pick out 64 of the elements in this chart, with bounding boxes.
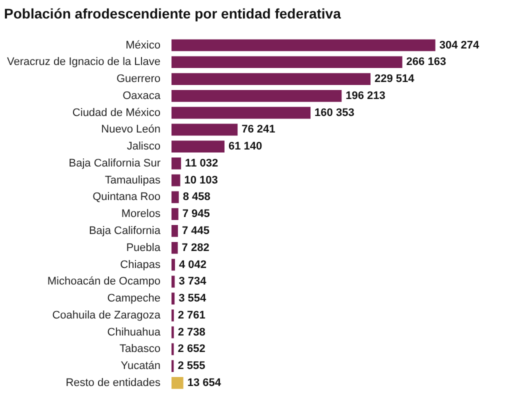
bar (171, 292, 175, 304)
bar (171, 106, 311, 119)
bar (171, 140, 225, 152)
data-label: 10 103 (184, 174, 218, 186)
bar (171, 258, 175, 271)
bar (171, 242, 178, 254)
y-tick-label: Baja California (88, 225, 162, 238)
data-label: 2 555 (178, 360, 206, 372)
y-tick-label: Morelos (121, 208, 161, 220)
bar (171, 39, 436, 52)
data-label: 4 042 (178, 258, 207, 271)
data-label: 229 514 (374, 73, 416, 86)
y-tick-label: Puebla (126, 242, 162, 254)
data-label: 2 761 (178, 309, 206, 322)
data-label: 304 274 (439, 39, 480, 52)
data-label: 13 654 (187, 376, 222, 389)
bar (171, 73, 371, 85)
chart-title: Población afrodescendiente por entidad federativa (4, 5, 342, 22)
data-label: 61 140 (228, 140, 262, 153)
bar (171, 225, 178, 237)
y-tick-label: Guerrero (116, 73, 160, 86)
data-label: 7 945 (182, 208, 210, 220)
bar (171, 208, 178, 220)
y-tick-label: Oaxaca (122, 90, 162, 102)
bar (171, 276, 175, 288)
y-tick-label: Tamaulipas (104, 174, 161, 186)
bar (171, 360, 174, 372)
data-label: 8 458 (182, 191, 210, 204)
data-label: 3 554 (178, 292, 207, 305)
bar (171, 191, 179, 204)
data-label: 160 353 (314, 106, 354, 119)
y-tick-label: Yucatán (120, 360, 160, 372)
y-tick-label: Quintana Roo (92, 191, 160, 204)
data-label: 7 282 (182, 242, 210, 254)
y-tick-label: Ciudad de México (72, 106, 160, 119)
bar (171, 326, 174, 338)
y-tick-label: Veracruz de Ignacio de la Llave (6, 56, 160, 68)
y-tick-label: Campeche (107, 292, 160, 305)
data-label: 196 213 (346, 90, 386, 102)
data-label: 3 734 (178, 276, 208, 288)
y-tick-label: Nuevo León (101, 124, 160, 136)
data-label: 2 652 (178, 343, 206, 356)
bar (171, 158, 182, 170)
data-label: 76 241 (242, 124, 276, 136)
y-tick-label: Michoacán de Ocampo (47, 276, 160, 288)
y-tick-label: Chihuahua (107, 326, 162, 338)
y-tick-label: Resto de entidades (66, 376, 161, 389)
y-tick-label: México (126, 39, 160, 52)
y-tick-label: Jalisco (126, 140, 160, 153)
data-label: 11 032 (185, 157, 218, 170)
bar (171, 90, 342, 102)
y-tick-label: Chiapas (120, 258, 161, 271)
y-tick-label: Coahuila de Zaragoza (52, 309, 162, 322)
bar (171, 56, 402, 68)
y-tick-label: Tabasco (120, 343, 160, 356)
bar (171, 124, 238, 136)
data-label: 266 163 (406, 56, 446, 68)
data-label: 7 445 (182, 225, 210, 238)
bar (171, 174, 180, 186)
bar (171, 343, 174, 356)
bar (171, 377, 184, 389)
data-label: 2 738 (178, 326, 206, 338)
y-tick-label: Baja California Sur (68, 157, 161, 170)
bar (171, 309, 174, 322)
